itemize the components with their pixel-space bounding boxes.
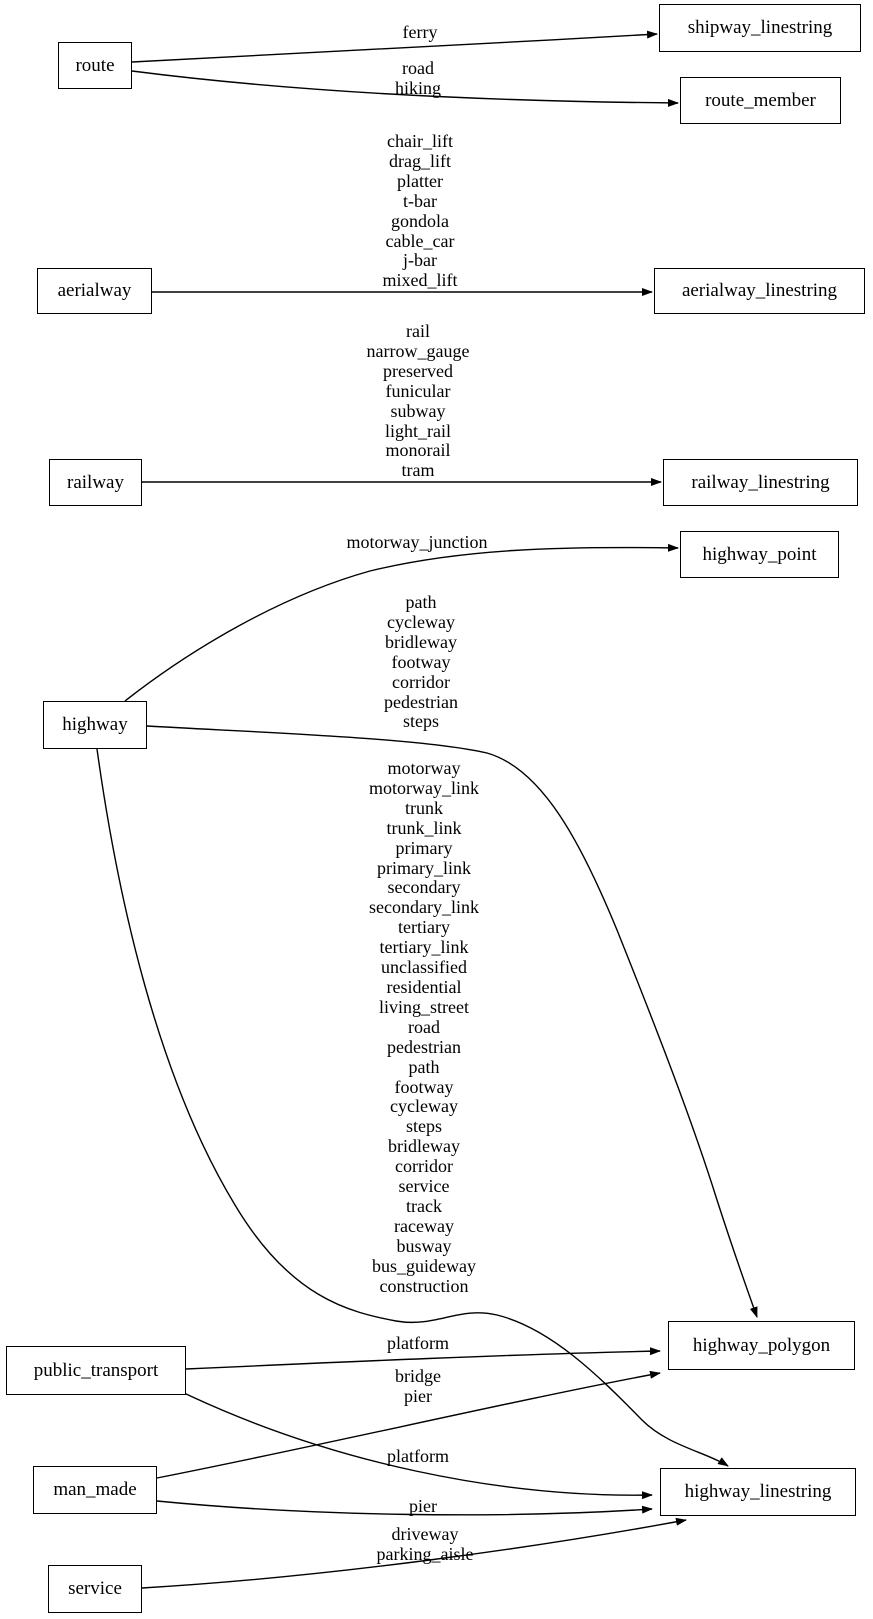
edge-route-shipway-linestring	[131, 30, 658, 63]
edge-label-railway-railway-linestring: rail narrow_gauge preserved funicular su…	[366, 321, 470, 481]
edge-highway-highway-polygon	[146, 725, 758, 1318]
node-service: service	[48, 1565, 142, 1613]
node-public-transport: public_transport	[6, 1346, 186, 1395]
edge-label-public-transport-highway-linestring: platform	[387, 1446, 449, 1466]
edge-man-made-highway-polygon	[156, 1370, 661, 1479]
edge-label-service-highway-linestring: driveway parking_aisle	[376, 1524, 474, 1564]
node-aerialway-linestring: aerialway_linestring	[654, 268, 865, 314]
node-shipway-linestring: shipway_linestring	[659, 4, 861, 52]
edge-label-man-made-highway-polygon: bridge pier	[395, 1366, 441, 1406]
node-highway-linestring: highway_linestring	[660, 1468, 856, 1516]
node-highway: highway	[43, 701, 147, 749]
node-route-member: route_member	[680, 77, 841, 124]
edge-label-man-made-highway-linestring: pier	[409, 1496, 437, 1516]
edge-label-route-route-member: road hiking	[394, 58, 442, 98]
node-route: route	[58, 42, 132, 89]
edge-service-highway-linestring	[141, 1517, 687, 1589]
edge-man-made-highway-linestring	[156, 1500, 653, 1516]
node-railway-linestring: railway_linestring	[663, 459, 858, 506]
edge-label-highway-highway-point: motorway_junction	[346, 532, 488, 552]
node-highway-point: highway_point	[680, 531, 839, 578]
edge-label-public-transport-highway-polygon: platform	[387, 1333, 449, 1353]
edge-label-aerialway-aerialway-linestring: chair_lift drag_lift platter t-bar gondo…	[382, 131, 458, 291]
node-man-made: man_made	[33, 1466, 157, 1514]
node-railway: railway	[49, 459, 142, 506]
node-highway-polygon: highway_polygon	[668, 1321, 855, 1370]
node-aerialway: aerialway	[37, 268, 152, 314]
edge-label-highway-highway-linestring: motorway motorway_link trunk trunk_link …	[369, 758, 479, 1296]
edge-public-transport-highway-polygon	[185, 1347, 661, 1370]
edge-label-route-shipway-linestring: ferry	[402, 22, 438, 42]
edge-public-transport-highway-linestring	[183, 1392, 653, 1500]
edge-label-highway-highway-polygon: path cycleway bridleway footway corridor…	[384, 592, 458, 732]
edge-highway-highway-point	[124, 543, 679, 702]
edge-route-route-member	[131, 70, 679, 107]
edge-highway-highway-linestring	[96, 748, 729, 1467]
